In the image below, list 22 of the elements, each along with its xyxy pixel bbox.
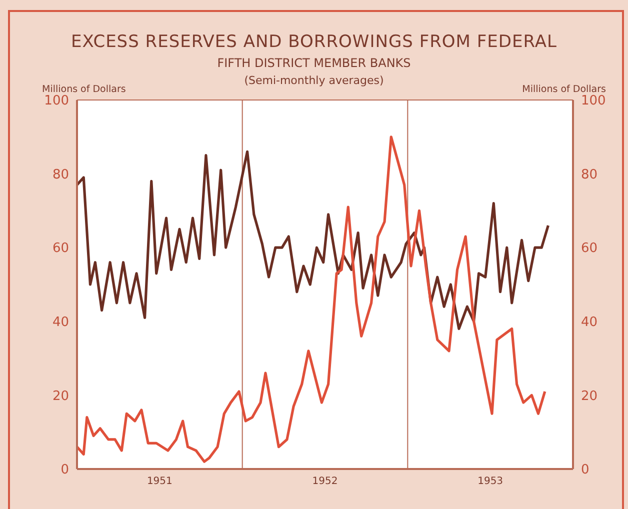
y2-tick-label: 20 [581, 388, 598, 404]
line-series [77, 136, 546, 463]
y2-tick-label: 80 [581, 167, 598, 182]
x-tick-label: 1951 [146, 476, 172, 488]
y2-axis-title: Millions of Dollars [522, 84, 606, 95]
line-series [77, 150, 550, 330]
y2-tick-label: 100 [581, 94, 606, 109]
y2-tick-label: 60 [581, 241, 598, 256]
y-tick-label: 80 [52, 167, 69, 182]
x-tick-label: 1952 [312, 476, 338, 488]
y-tick-label: 20 [52, 388, 69, 404]
text: (Semi-monthly averages) [244, 74, 384, 87]
y-axis-title: Millions of Dollars [42, 84, 126, 95]
chart-title: EXCESS RESERVES AND BORROWINGS FROM FEDERAL [70, 32, 558, 52]
y2-tick-label: 40 [581, 315, 598, 330]
y-tick-label: 0 [60, 462, 69, 478]
y-tick-label: 100 [44, 94, 69, 109]
chart-subtitle: FIFTH DISTRICT MEMBER BANKS [216, 56, 412, 70]
y-tick-label: 40 [52, 315, 69, 330]
y2-tick-label: 0 [581, 462, 590, 478]
y-tick-label: 60 [52, 241, 69, 256]
x-tick-label: 1953 [478, 476, 504, 488]
